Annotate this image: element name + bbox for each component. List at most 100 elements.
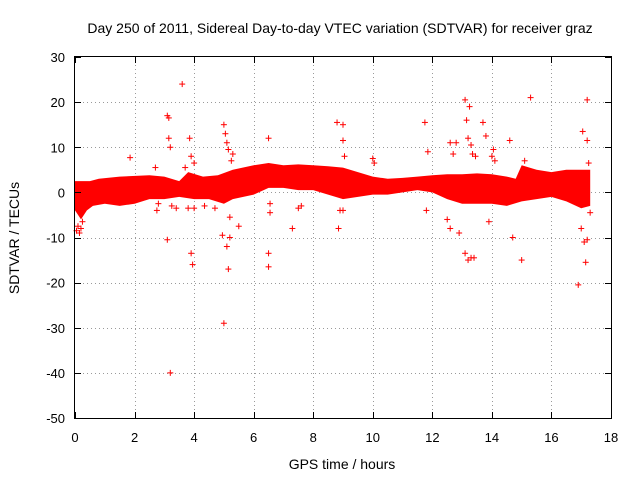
y-tick-label: 0 <box>58 185 65 200</box>
grid-lines <box>75 57 611 418</box>
data-point <box>491 157 498 164</box>
x-tick-label: 0 <box>71 430 78 445</box>
data-point <box>167 369 174 376</box>
y-tick-label: -50 <box>46 411 65 426</box>
x-tick-label: 18 <box>604 430 618 445</box>
data-point <box>506 137 513 144</box>
x-tick-label: 4 <box>190 430 197 445</box>
data-point <box>76 229 83 236</box>
plot-frame <box>74 56 612 419</box>
y-tick-label: 30 <box>51 50 65 65</box>
data-point <box>341 153 348 160</box>
data-point <box>509 234 516 241</box>
x-tick-label: 8 <box>310 430 317 445</box>
data-point <box>164 236 171 243</box>
data-point <box>185 205 192 212</box>
data-point <box>579 128 586 135</box>
data-point <box>223 139 230 146</box>
data-point <box>182 164 189 171</box>
data-point <box>340 121 346 128</box>
data-point <box>488 153 495 160</box>
x-tick-label: 10 <box>366 430 380 445</box>
data-point <box>265 250 272 257</box>
data-point <box>472 153 479 160</box>
data-point <box>179 81 186 88</box>
data-point <box>155 200 162 207</box>
data-point <box>462 96 469 103</box>
data-point <box>340 137 346 144</box>
data-point <box>267 200 274 207</box>
data-point <box>369 155 376 162</box>
y-axis-label: SDTVAR / TECUs <box>6 182 22 294</box>
data-point <box>152 164 159 171</box>
data-point <box>127 154 134 161</box>
data-point <box>471 254 478 261</box>
data-point <box>466 103 473 110</box>
x-tick-label: 16 <box>544 430 558 445</box>
outlier-points <box>73 81 594 376</box>
data-point <box>211 205 218 212</box>
data-point <box>482 132 489 139</box>
data-point <box>465 135 472 142</box>
y-tick-label: 20 <box>51 95 65 110</box>
data-point <box>189 261 196 268</box>
data-point <box>518 257 525 264</box>
data-point <box>265 263 272 270</box>
chart-title: Day 250 of 2011, Sidereal Day-to-day VTE… <box>87 20 592 36</box>
data-point <box>265 135 272 142</box>
x-tick-label: 2 <box>131 430 138 445</box>
data-point <box>584 137 591 144</box>
x-tick-labels: 0 2 4 6 8 10 12 14 16 18 <box>71 430 618 445</box>
data-point <box>340 207 346 214</box>
data-point <box>578 225 585 232</box>
data-point <box>226 234 233 241</box>
data-point <box>490 146 497 153</box>
data-point <box>582 259 589 266</box>
y-tick-label: -40 <box>46 366 65 381</box>
data-point <box>229 151 236 158</box>
data-point <box>335 225 342 232</box>
data-point <box>289 225 296 232</box>
data-point <box>462 250 469 257</box>
y-tick-label: 10 <box>51 140 65 155</box>
data-point <box>423 207 430 214</box>
data-point <box>220 320 227 327</box>
data-point <box>228 157 235 164</box>
y-tick-labels: -50 -40 -30 -20 -10 0 10 20 30 <box>46 50 65 426</box>
y-tick-label: -10 <box>46 231 65 246</box>
y-tick-label: -20 <box>46 276 65 291</box>
data-point <box>201 202 208 209</box>
data-point <box>79 218 86 225</box>
data-point <box>450 151 457 158</box>
data-point <box>188 153 195 160</box>
data-point <box>167 144 174 151</box>
data-point <box>77 225 84 232</box>
data-point <box>444 216 451 223</box>
data-point <box>584 236 591 243</box>
data-point <box>371 160 378 167</box>
axis-ticks <box>75 57 612 419</box>
data-point <box>226 214 233 221</box>
data-point <box>468 141 475 148</box>
data-point <box>173 205 180 212</box>
data-point <box>222 130 229 137</box>
data-point <box>153 207 160 214</box>
data-point <box>584 96 591 103</box>
data-point <box>424 148 431 155</box>
data-point <box>463 117 470 124</box>
data-point <box>168 202 175 209</box>
data-point <box>521 157 528 164</box>
data-point <box>219 232 226 239</box>
data-point <box>334 119 341 126</box>
x-tick-label: 6 <box>250 430 257 445</box>
data-point <box>527 94 534 101</box>
x-tick-label: 12 <box>425 430 439 445</box>
data-point <box>186 135 193 142</box>
data-point <box>298 202 305 209</box>
data-point <box>223 243 230 250</box>
data-point <box>225 266 232 273</box>
data-point <box>165 114 172 121</box>
data-point <box>191 205 198 212</box>
data-band <box>75 163 591 220</box>
